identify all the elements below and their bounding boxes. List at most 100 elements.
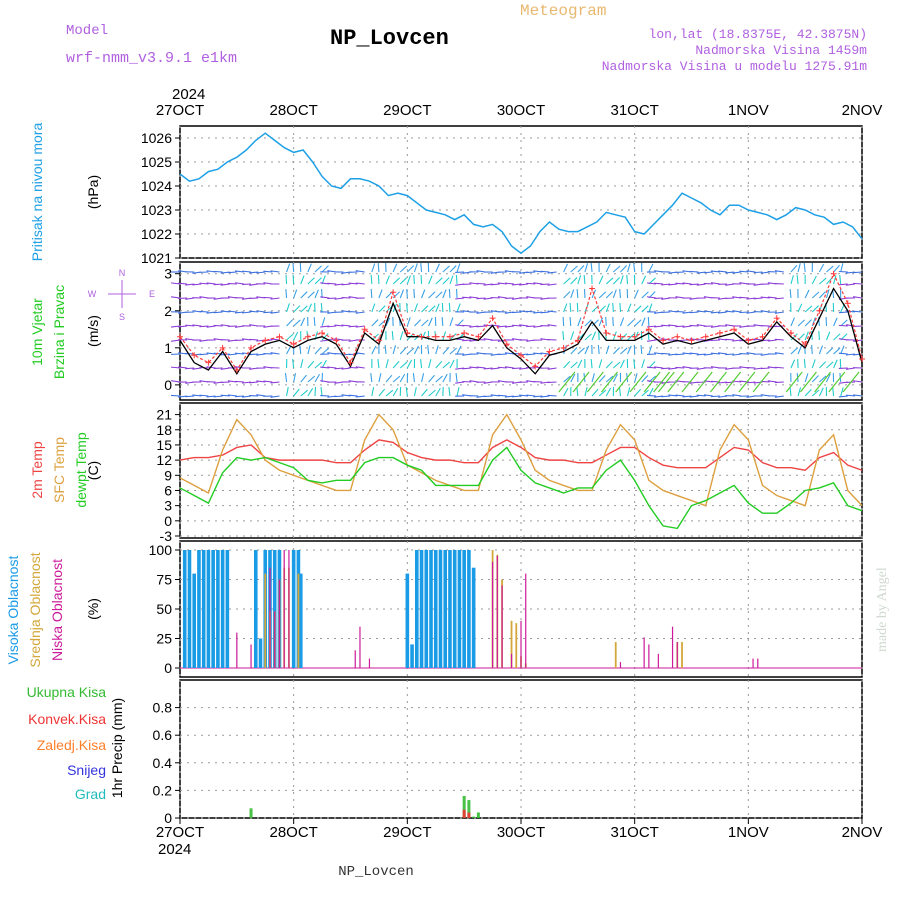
wind-barb — [641, 375, 649, 383]
wind-barb — [797, 319, 806, 327]
wind-barb — [414, 319, 422, 327]
wind-barb — [442, 277, 450, 285]
wind-barb — [547, 394, 557, 397]
wind-barb — [570, 347, 578, 355]
wind-barb — [321, 347, 330, 355]
wind-barb-strong — [738, 371, 756, 393]
cloud-bar-high — [291, 550, 296, 668]
wind-barb — [654, 325, 664, 328]
wind-barb — [178, 282, 188, 285]
wind-gust-marker — [816, 307, 823, 314]
wind-barb — [334, 367, 344, 370]
cloud-ylabel-0: Visoka Oblacnost — [5, 556, 21, 665]
wind-barb — [661, 283, 671, 286]
wind-barb — [378, 373, 382, 383]
wind-barb — [307, 277, 315, 285]
wind-barb — [483, 367, 493, 370]
wind-barb — [826, 265, 834, 273]
wind-barb — [170, 366, 181, 369]
wind-barb — [833, 275, 837, 285]
wind-barb — [612, 265, 621, 273]
wind-barb — [286, 333, 294, 341]
precip-legend-4: Grad — [75, 786, 106, 802]
wind-barb — [732, 310, 742, 313]
wind-gust-marker — [461, 330, 468, 336]
cloud-bar-mid — [510, 620, 513, 668]
wind-barb — [852, 394, 863, 397]
wind-barb — [725, 338, 735, 341]
wind-barb — [598, 317, 604, 327]
wind-gust-marker — [745, 337, 752, 344]
cloud-bar-low — [269, 567, 271, 668]
wind-barb — [213, 270, 223, 273]
xtick-top: 28OCT — [269, 102, 317, 119]
wind-barb — [710, 339, 720, 342]
wind-barb — [371, 387, 375, 397]
temperature-ytick-label: 6 — [164, 482, 172, 498]
wind-barb — [242, 381, 252, 384]
precip-bar-total — [467, 800, 471, 818]
wind-barb — [256, 271, 266, 274]
wind-barb — [378, 305, 386, 313]
wind-barb — [293, 305, 301, 313]
wind-barb — [627, 333, 635, 341]
wind-barb — [199, 282, 209, 285]
wind-barb — [682, 352, 692, 355]
wind-barb — [605, 303, 610, 313]
wind-barb — [370, 288, 373, 299]
wind-barb — [825, 331, 831, 341]
wind-barb — [646, 394, 657, 397]
wind-barb — [284, 372, 288, 383]
wind-barb — [703, 282, 713, 285]
wind-barb — [634, 319, 642, 327]
wind-gust-marker — [617, 333, 624, 340]
cloud-unit-label: (%) — [85, 598, 101, 620]
wind-barb — [710, 311, 720, 314]
cloud-bar-low — [657, 653, 659, 668]
cloud-bar-low — [757, 658, 759, 668]
wind-barb — [619, 288, 622, 299]
temperature-ytick-label: 9 — [164, 467, 172, 483]
wind-barb — [421, 331, 426, 341]
wind-barb — [833, 264, 840, 273]
temperature-ytick-label: 21 — [156, 407, 172, 423]
wind-gust-marker — [475, 333, 482, 340]
wind-barb — [399, 361, 408, 369]
wind-barb — [334, 324, 344, 327]
wind-barb — [412, 372, 415, 383]
wind-gust-marker — [859, 355, 865, 362]
precip-bar-total — [249, 808, 253, 818]
wind-barb-strong — [828, 371, 846, 393]
wind-barb — [314, 373, 321, 383]
wind-barb — [511, 367, 522, 370]
wind-barb — [300, 374, 307, 383]
wind-barb — [300, 359, 304, 369]
wind-barb — [462, 367, 472, 370]
wind-barb — [286, 387, 289, 397]
temp-line-dewpt — [179, 446, 863, 530]
wind-barb-strong — [695, 371, 713, 393]
wind-barb — [348, 282, 358, 285]
cloud-bar-high — [443, 550, 448, 668]
wind-barb — [591, 331, 597, 341]
wind-barb — [746, 381, 756, 384]
wind-barb — [797, 303, 803, 313]
wind-barb — [355, 352, 365, 355]
wind-barb — [385, 317, 391, 327]
wind-barb — [725, 310, 735, 313]
temp-ylabel-2: dewpt Temp — [73, 432, 89, 507]
wind-gust-marker — [404, 330, 411, 336]
wind-ytick-label: 0 — [164, 377, 172, 393]
wind-barb — [206, 352, 216, 355]
wind-barb — [654, 366, 664, 369]
cloud-bar-high — [298, 573, 303, 668]
wind-barb-strong — [842, 371, 860, 393]
wind-barb — [256, 310, 266, 313]
wind-barb — [263, 296, 273, 299]
cloud-bar-high — [192, 573, 197, 668]
lonlat-label: lon,lat (18.8375E, 42.3875N) — [649, 27, 867, 42]
wind-barb — [838, 324, 848, 327]
wind-gust-marker — [688, 337, 695, 344]
wind-gust-marker — [489, 315, 496, 322]
wind-barb — [469, 366, 479, 369]
